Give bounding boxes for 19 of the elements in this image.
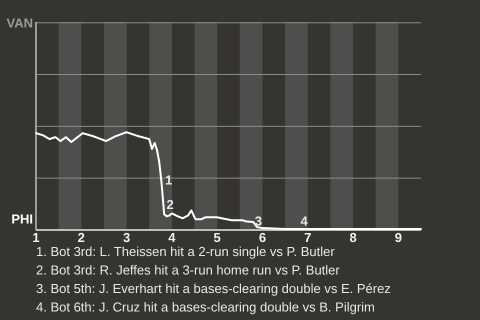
x-tick-label: 3 xyxy=(122,230,130,245)
text: 2. Bot 3rd: R. Jeffes hit a 3-run home run vs P. Butler xyxy=(36,262,340,278)
text: 3. Bot 5th: J. Everhart hit a bases-clearing double vs E. Pérez xyxy=(36,281,391,296)
x-tick-label: 6 xyxy=(258,230,266,245)
annotation: 4 xyxy=(300,214,309,229)
text: VAN xyxy=(6,15,33,30)
text: 1. Bot 3rd: L. Theissen hit a 2-run single vs P. Butler xyxy=(36,244,336,259)
annotation: 1 xyxy=(165,172,172,188)
x-tick-label: 8 xyxy=(349,230,357,245)
text: 4. Bot 6th: J. Cruz hit a bases-clearing double vs B. Pilgrim xyxy=(36,300,375,314)
x-tick-label: 1 xyxy=(32,230,40,245)
x-tick-label: 9 xyxy=(394,230,402,245)
text: PHI xyxy=(11,211,33,226)
x-tick-label: 7 xyxy=(304,230,312,245)
x-tick-label: 5 xyxy=(214,230,221,245)
annotation: 2 xyxy=(166,196,174,212)
x-tick-label: 4 xyxy=(168,230,176,245)
x-tick-label: 2 xyxy=(78,230,85,245)
annotation: 3 xyxy=(254,214,262,229)
